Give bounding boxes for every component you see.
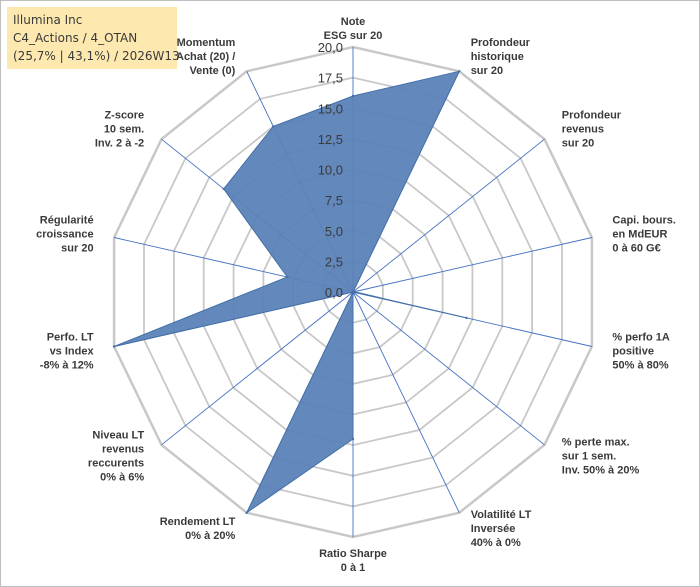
axis-label-9: Niveau LT revenus reccurents 0% à 6%: [88, 429, 145, 483]
axis-label-8-line-0: Rendement LT: [160, 516, 236, 528]
spoke-2: [352, 138, 545, 293]
header-box: Illumina Inc C4_Actions / 4_OTAN (25,7% …: [7, 7, 180, 69]
axis-label-10-line-2: -8% à 12%: [40, 359, 94, 371]
tick-label-2: 5,0: [325, 224, 343, 239]
series-area-0: [113, 70, 467, 515]
axis-label-5: % perte max. sur 1 sem. Inv. 50% à 20%: [562, 436, 640, 476]
tick-label-8: 20,0: [318, 40, 343, 55]
axis-label-7: Ratio Sharpe 0 à 1: [319, 548, 387, 574]
axis-label-13-line-1: Achat (20) /: [176, 51, 235, 63]
axis-label-1-line-2: sur 20: [471, 65, 503, 77]
axis-label-0-line-0: Note: [341, 16, 365, 28]
data-point-7: [351, 437, 355, 441]
company-name: Illumina Inc: [13, 13, 83, 27]
axis-label-4-line-0: % perfo 1A: [612, 331, 670, 343]
axis-label-3-line-2: 0 à 60 G€: [612, 243, 660, 255]
score-summary: (25,7% | 43,1%) / 2026W13: [13, 49, 180, 63]
axis-label-13-line-0: Momentum: [177, 37, 236, 49]
axis-label-8-line-1: 0% à 20%: [185, 530, 235, 542]
tick-label-3: 7,5: [325, 193, 343, 208]
axis-label-9-line-2: reccurents: [88, 457, 144, 469]
axis-label-6-line-2: 40% à 0%: [471, 537, 521, 549]
axis-label-3-line-0: Capi. bours.: [612, 215, 676, 227]
tick-label-6: 15,0: [318, 101, 343, 116]
spoke-6: [352, 291, 460, 513]
axis-label-6-line-1: Inversée: [471, 523, 516, 535]
axis-label-7-line-0: Ratio Sharpe: [319, 548, 387, 560]
axis-label-5-line-0: % perte max.: [562, 436, 630, 448]
axis-label-6: Volatilité LT Inversée 40% à 0%: [471, 509, 532, 549]
axis-label-2-line-0: Profondeur: [562, 110, 622, 122]
axis-label-0-line-1: ESG sur 20: [324, 30, 383, 42]
data-point-10: [112, 345, 116, 348]
axis-label-8: Rendement LT 0% à 20%: [160, 516, 236, 542]
axis-label-11-line-0: Régularité: [40, 215, 94, 227]
data-point-13: [272, 125, 275, 128]
axis-label-10: Perfo. LT vs Index -8% à 12%: [40, 331, 95, 371]
data-point-0: [351, 94, 355, 98]
axis-label-11-line-1: croissance: [36, 229, 93, 241]
tick-label-5: 12,5: [318, 132, 343, 147]
series-layer: [112, 70, 468, 515]
axis-label-1-line-1: historique: [471, 51, 524, 63]
axis-label-9-line-1: revenus: [102, 443, 144, 455]
axis-label-12-line-2: Inv. 2 à -2: [95, 138, 144, 150]
axis-label-2-line-2: sur 20: [562, 138, 594, 150]
axis-label-10-line-0: Perfo. LT: [47, 331, 94, 343]
axis-label-9-line-0: Niveau LT: [92, 429, 144, 441]
data-point-12: [222, 187, 225, 191]
axis-label-6-line-0: Volatilité LT: [471, 509, 532, 521]
spoke-9: [161, 291, 354, 446]
data-point-4: [465, 316, 468, 320]
tick-label-1: 2,5: [325, 254, 343, 269]
axis-label-12-line-1: 10 sem.: [104, 124, 144, 136]
spoke-5: [352, 291, 545, 446]
data-point-8: [245, 511, 248, 514]
data-point-11: [286, 275, 289, 279]
axis-label-layer: Note ESG sur 20 Profondeur historique sur 20…: [36, 16, 676, 574]
axis-label-3-line-1: en MdEUR: [612, 229, 667, 241]
axis-label-5-line-2: Inv. 50% à 20%: [562, 464, 640, 476]
axis-label-0: Note ESG sur 20: [324, 16, 383, 42]
axis-label-7-line-1: 0 à 1: [341, 562, 365, 574]
axis-label-1: Profondeur historique sur 20: [471, 37, 531, 77]
axis-label-4-line-2: 50% à 80%: [612, 359, 668, 371]
tick-label-7: 17,5: [318, 71, 343, 86]
axis-label-4-line-1: positive: [612, 345, 654, 357]
axis-label-9-line-3: 0% à 6%: [100, 471, 144, 483]
axis-label-2: Profondeur revenus sur 20: [562, 110, 622, 150]
axis-label-1-line-0: Profondeur: [471, 37, 531, 49]
tick-label-4: 10,0: [318, 163, 343, 178]
data-point-1: [458, 70, 461, 73]
axis-label-12-line-0: Z-score: [104, 110, 144, 122]
axis-label-3: Capi. bours. en MdEUR 0 à 60 G€: [612, 215, 676, 255]
axis-label-10-line-1: vs Index: [50, 345, 95, 357]
axis-label-2-line-1: revenus: [562, 124, 604, 136]
tick-label-0: 0,0: [325, 285, 343, 300]
tick-layer: 0,0 2,5 5,0 7,5 10,0 12,5 15,0 17,5 20,0: [318, 40, 343, 300]
data-point-9: [351, 290, 355, 294]
category-path: C4_Actions / 4_OTAN: [13, 31, 138, 45]
axis-label-12: Z-score 10 sem. Inv. 2 à -2: [95, 110, 144, 150]
axis-label-5-line-1: sur 1 sem.: [562, 450, 616, 462]
spoke-3: [352, 237, 593, 293]
axis-label-4: % perfo 1A positive 50% à 80%: [612, 331, 670, 371]
axis-label-13: Momentum Achat (20) / Vente (0): [176, 37, 236, 77]
axis-label-11-line-2: sur 20: [61, 243, 93, 255]
axis-label-13-line-2: Vente (0): [189, 65, 235, 77]
axis-label-11: Régularité croissance sur 20: [36, 215, 93, 255]
